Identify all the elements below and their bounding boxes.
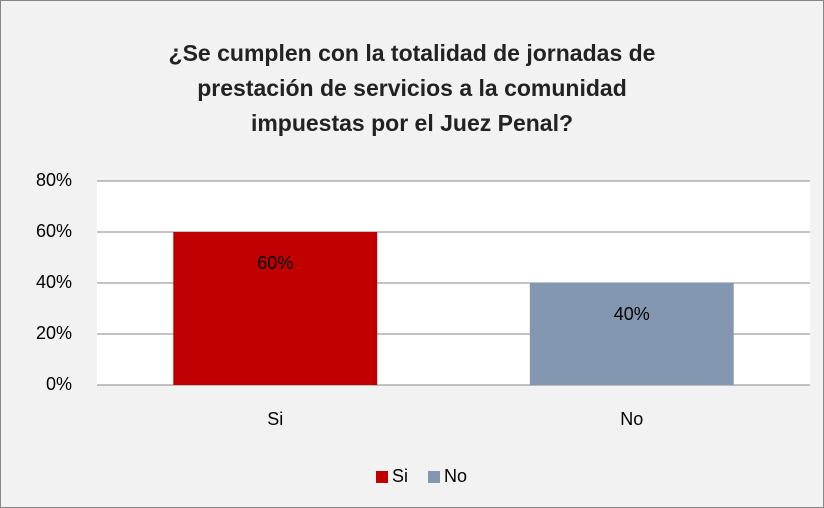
legend-label: Si — [392, 466, 408, 486]
bar — [173, 232, 378, 385]
data-label: 40% — [614, 304, 650, 324]
bar — [529, 283, 734, 385]
data-label: 60% — [257, 253, 293, 273]
legend-swatch — [376, 471, 388, 483]
y-tick-label: 40% — [36, 272, 72, 292]
legend-label: No — [444, 466, 467, 486]
y-tick-label: 20% — [36, 323, 72, 343]
y-tick-label: 0% — [46, 374, 72, 394]
x-tick-label: No — [620, 409, 643, 429]
legend-swatch — [428, 471, 440, 483]
y-tick-label: 80% — [36, 170, 72, 190]
chart-title: ¿Se cumplen con la totalidad de jornadas… — [168, 40, 656, 136]
y-tick-label: 60% — [36, 221, 72, 241]
x-tick-label: Si — [267, 409, 283, 429]
